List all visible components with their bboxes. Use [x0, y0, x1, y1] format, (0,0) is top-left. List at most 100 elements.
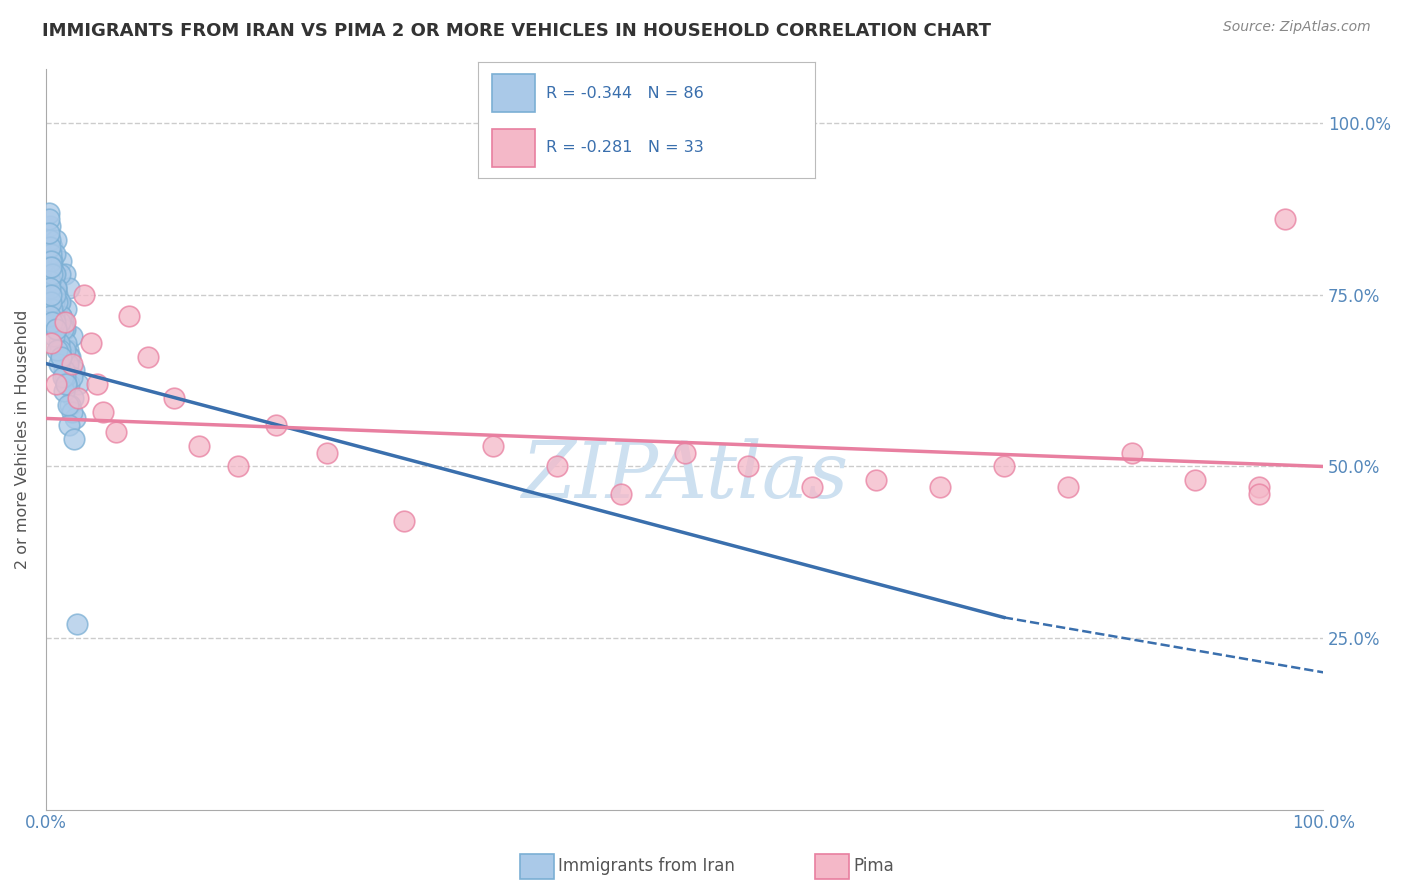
Point [52, 370, 75, 384]
Point [39, 247, 62, 261]
Point [51, 350, 73, 364]
Point [49, 315, 72, 329]
Point [60, 404, 83, 418]
Point [62, 391, 84, 405]
Point [41, 268, 63, 282]
Point [1121, 446, 1143, 460]
Point [546, 459, 568, 474]
Point [39, 260, 62, 275]
Point [63, 363, 86, 377]
Point [39, 253, 62, 268]
Point [44, 268, 66, 282]
Point [226, 459, 249, 474]
Point [48, 322, 70, 336]
Point [55, 377, 77, 392]
Point [46, 294, 69, 309]
Point [42, 274, 65, 288]
Point [38, 226, 60, 240]
Point [49, 268, 72, 282]
Point [673, 446, 696, 460]
Point [42, 294, 65, 309]
Point [42, 309, 65, 323]
Point [38, 309, 60, 323]
Point [38, 281, 60, 295]
Point [56, 398, 79, 412]
Point [38, 219, 60, 234]
Point [45, 377, 67, 392]
Point [53, 370, 76, 384]
Point [55, 301, 77, 316]
Point [41, 260, 63, 275]
Point [42, 329, 65, 343]
Point [1056, 480, 1078, 494]
Point [53, 322, 76, 336]
Text: Source: ZipAtlas.com: Source: ZipAtlas.com [1223, 20, 1371, 34]
Bar [492, 128, 536, 167]
Point [51, 350, 73, 364]
Point [45, 322, 67, 336]
Point [44, 288, 66, 302]
Point [52, 384, 75, 398]
Point [993, 459, 1015, 474]
Point [46, 343, 69, 357]
Point [63, 432, 86, 446]
Point [86, 377, 108, 392]
Point [46, 288, 69, 302]
Point [39, 260, 62, 275]
Point [44, 315, 66, 329]
Point [58, 377, 80, 392]
Point [51, 309, 73, 323]
Point [929, 480, 952, 494]
Point [737, 459, 759, 474]
Point [65, 617, 87, 632]
Point [93, 404, 115, 418]
Point [58, 350, 80, 364]
Text: Immigrants from Iran: Immigrants from Iran [558, 857, 735, 875]
Point [53, 343, 76, 357]
Bar [492, 74, 536, 112]
Point [482, 439, 505, 453]
Point [38, 205, 60, 219]
Point [38, 274, 60, 288]
Point [45, 281, 67, 295]
Point [55, 335, 77, 350]
Point [52, 350, 75, 364]
Point [264, 418, 287, 433]
Point [42, 268, 65, 282]
Point [60, 370, 83, 384]
Point [39, 335, 62, 350]
Point [38, 212, 60, 227]
Point [105, 425, 128, 439]
Point [48, 335, 70, 350]
Point [48, 357, 70, 371]
Point [1249, 487, 1271, 501]
Point [52, 322, 75, 336]
Point [51, 309, 73, 323]
Point [79, 335, 101, 350]
Point [41, 240, 63, 254]
Point [45, 281, 67, 295]
Point [52, 322, 75, 336]
Point [52, 315, 75, 329]
Point [56, 343, 79, 357]
Point [60, 329, 83, 343]
Point [163, 391, 186, 405]
Point [48, 294, 70, 309]
Point [865, 473, 887, 487]
Point [1274, 212, 1296, 227]
Point [136, 350, 159, 364]
Point [1184, 473, 1206, 487]
Point [66, 391, 89, 405]
Text: IMMIGRANTS FROM IRAN VS PIMA 2 OR MORE VEHICLES IN HOUSEHOLD CORRELATION CHART: IMMIGRANTS FROM IRAN VS PIMA 2 OR MORE V… [42, 22, 991, 40]
Point [45, 322, 67, 336]
Point [59, 398, 82, 412]
Point [55, 377, 77, 392]
Point [609, 487, 631, 501]
Point [66, 377, 89, 392]
Point [41, 315, 63, 329]
Point [41, 253, 63, 268]
Point [52, 315, 75, 329]
Point [58, 281, 80, 295]
Point [39, 294, 62, 309]
Text: ZIPAtlas: ZIPAtlas [522, 438, 848, 514]
